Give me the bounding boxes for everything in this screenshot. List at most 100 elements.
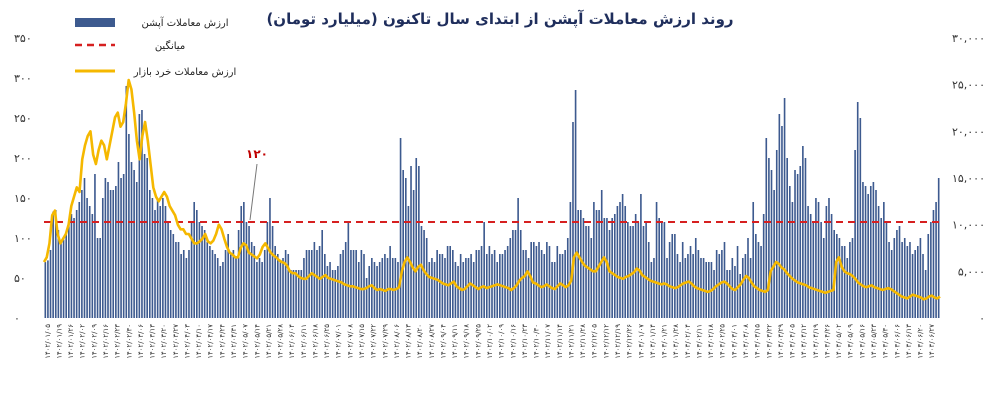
x-tick-label: ۱۴۰۲/۰۲/۳۰ <box>125 324 133 359</box>
bar <box>310 250 313 318</box>
bar <box>843 246 846 318</box>
retail-value-line <box>42 78 941 301</box>
bar <box>640 194 642 318</box>
x-tick-label: ۱۴۰۲/۰۲/۰۲ <box>79 324 87 359</box>
x-tick-label: ۱۴۰۳/۰۶/۰۶ <box>893 324 901 359</box>
bar <box>60 242 62 318</box>
bar <box>193 202 196 318</box>
x-tick-label: ۱۴۰۲/۰۹/۰۴ <box>440 324 448 359</box>
x-tick-label: ۱۴۰۲/۱۰/۰۹ <box>498 324 506 359</box>
bar <box>86 198 88 318</box>
bar <box>407 206 410 318</box>
bar <box>650 262 653 318</box>
bar <box>475 250 478 318</box>
x-tick-label: ۱۴۰۲/۰۸/۰۶ <box>393 324 401 359</box>
x-tick-label: ۱۴۰۲/۰۷/۲۲ <box>370 324 378 359</box>
x-tick-label: ۱۴۰۳/۰۱/۲۸ <box>672 324 680 359</box>
bar <box>569 202 572 318</box>
bar <box>775 150 778 318</box>
bar <box>394 258 397 318</box>
bar <box>762 214 765 318</box>
bar <box>57 230 60 318</box>
x-tick-label: ۱۴۰۲/۰۳/۲۰ <box>160 324 168 359</box>
x-tick-label: ۱۴۰۲/۱۲/۲۶ <box>626 324 634 359</box>
bar <box>540 250 543 318</box>
bar <box>514 230 517 318</box>
left-tick-label: ۳۵۰ <box>14 32 32 45</box>
x-tick-label: ۱۴۰۳/۰۵/۲۳ <box>870 324 878 359</box>
bar <box>452 250 454 318</box>
bar <box>930 222 932 318</box>
bar <box>485 254 488 318</box>
x-tick-label: ۱۴۰۲/۰۸/۲۰ <box>416 324 424 359</box>
x-tick-label: ۱۴۰۲/۰۷/۰۸ <box>346 324 354 359</box>
bar <box>593 202 595 318</box>
bar <box>454 262 457 318</box>
bar <box>566 238 569 318</box>
bar <box>595 210 598 318</box>
bar <box>99 238 101 318</box>
bar <box>169 230 172 318</box>
bar <box>809 214 812 318</box>
bar <box>381 258 384 318</box>
x-tick-label: ۱۴۰۳/۰۶/۱۳ <box>905 324 913 359</box>
bar <box>209 246 211 318</box>
bar <box>927 234 930 318</box>
bar <box>279 262 282 318</box>
bar <box>276 254 279 318</box>
bar <box>611 218 613 318</box>
bar <box>483 222 485 318</box>
bar <box>305 250 308 318</box>
bar <box>883 202 885 318</box>
x-tick-label: ۱۴۰۳/۰۳/۲۲ <box>765 324 773 359</box>
bar <box>331 270 334 318</box>
bar <box>538 242 540 318</box>
bar <box>467 258 470 318</box>
bar <box>765 138 768 318</box>
bar <box>749 258 752 318</box>
bar <box>250 242 253 318</box>
bar <box>65 234 68 318</box>
bar <box>548 246 551 318</box>
bar <box>125 86 128 318</box>
x-tick-label: ۱۴۰۳/۰۱/۲۱ <box>661 324 669 359</box>
bar <box>83 178 86 318</box>
bar <box>726 270 728 318</box>
x-tick-label: ۱۴۰۲/۰۲/۱۶ <box>102 324 110 359</box>
bar <box>846 258 849 318</box>
bar <box>441 254 444 318</box>
bar <box>556 246 559 318</box>
bar <box>156 198 159 318</box>
right-tick-label: ۳۰,۰۰۰ <box>952 32 985 45</box>
bar <box>901 242 903 318</box>
bar <box>788 186 791 318</box>
left-axis: ۰ ۵۰ ۱۰۰ ۱۵۰ ۲۰۰ ۲۵۰ ۳۰۰ ۳۵۰ <box>14 32 32 325</box>
x-tick-label: ۱۴۰۲/۰۱/۲۶ <box>67 324 75 359</box>
bar <box>574 90 577 318</box>
bar <box>679 262 681 318</box>
bar <box>582 218 585 318</box>
x-tick-label: ۱۴۰۲/۰۵/۱۴ <box>253 324 261 359</box>
x-tick-label: ۱۴۰۳/۰۴/۲۶ <box>824 324 832 359</box>
bar <box>324 254 326 318</box>
x-tick-label: ۱۴۰۳/۰۴/۱۲ <box>800 324 808 359</box>
bar <box>75 210 78 318</box>
right-axis: ۰ ۵,۰۰۰ ۱۰,۰۰۰ ۱۵,۰۰۰ ۲۰,۰۰۰ ۲۵,۰۰۰ ۳۰,۰۰۰ <box>952 32 985 325</box>
x-tick-label: ۱۴۰۲/۱۱/۱۴ <box>556 324 564 359</box>
x-tick-label: ۱۴۰۲/۰۷/۲۹ <box>381 324 389 359</box>
bar <box>235 258 237 318</box>
right-tick-label: ۰ <box>979 312 985 325</box>
bar <box>585 226 587 318</box>
bar <box>642 226 645 318</box>
x-axis: ۱۴۰۲/۰۱/۰۵ ۱۴۰۲/۰۱/۱۹ ۱۴۰۲/۰۱/۲۶ ۱۴۰۲/۰۲/۰۲… <box>44 324 936 359</box>
x-tick-label: ۱۴۰۲/۱۰/۳۰ <box>533 324 541 359</box>
bar <box>715 250 718 318</box>
bar <box>389 246 391 318</box>
bar <box>898 226 901 318</box>
bar <box>321 230 324 318</box>
bar <box>308 250 310 318</box>
x-tick-label: ۱۴۰۳/۰۳/۰۸ <box>742 324 750 359</box>
bar <box>859 118 862 318</box>
bar <box>760 246 762 318</box>
bar <box>54 210 57 318</box>
